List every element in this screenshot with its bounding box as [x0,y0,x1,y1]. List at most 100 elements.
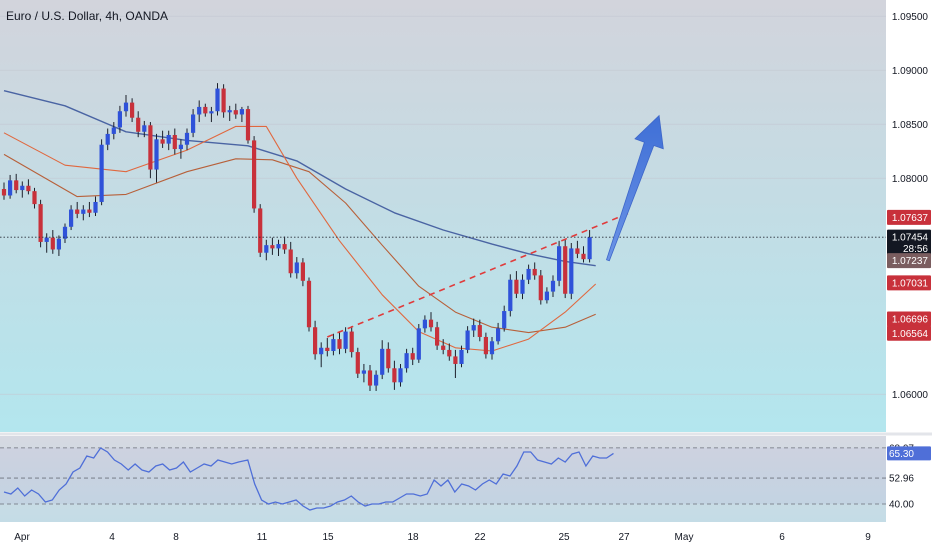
candle [453,349,458,378]
moving-averages [3,90,597,352]
candle [160,130,165,148]
candle [367,365,373,391]
candle [459,345,464,368]
candle [496,322,501,345]
candle [233,103,238,119]
time-tick-label: 8 [173,532,179,543]
candle [550,275,556,297]
candle [361,363,366,383]
time-tick-label: 4 [109,532,115,543]
candle [300,258,305,287]
candle [38,199,43,248]
price-tag: 1.07237 [887,253,931,269]
candle [410,347,415,366]
price-axis[interactable]: 1.095001.090001.085001.080001.0600068.07… [887,12,931,511]
time-tick-label: 11 [257,532,268,543]
candle [50,230,55,254]
svg-text:1.07637: 1.07637 [892,213,929,224]
candle [587,230,592,263]
candle [14,173,19,194]
candle [441,339,446,355]
symbol-title[interactable]: Euro / U.S. Dollar, 4h, OANDA [6,9,169,23]
rsi-line [3,447,614,511]
candle [569,243,574,300]
price-tick-label: 1.06000 [892,390,929,401]
ma-fast-line [3,125,597,352]
ma-mid-line [3,153,596,334]
bar-countdown: 28:56 [903,244,928,255]
candle [386,342,391,373]
candle [428,312,434,332]
candle [520,274,525,300]
time-tick-label: 22 [474,532,486,543]
candle [178,139,183,159]
candle [319,342,324,368]
candle [184,128,190,151]
candle [374,370,379,391]
candle [398,363,403,387]
candle [355,347,360,378]
candle [221,84,226,118]
time-scale-background[interactable] [0,522,932,550]
rsi-tick-label: 40.00 [889,500,914,511]
rsi-indicator [0,447,886,511]
candle [130,98,135,123]
candle [62,223,68,243]
candle [581,246,586,263]
candle [81,205,86,221]
candle [32,187,37,209]
candle [526,264,531,285]
candle [349,326,354,358]
price-tag: 1.06696 [887,311,931,327]
candle [44,233,49,253]
time-tick-label: 9 [865,532,871,543]
price-tag: 1.06564 [887,325,931,341]
price-tick-label: 1.08500 [892,120,929,131]
svg-text:1.07454: 1.07454 [892,233,929,244]
candle [56,235,61,256]
candle [258,204,263,258]
rsi-tick-label: 65.30 [889,449,914,460]
main-pane-background [0,0,886,432]
candle [93,196,98,216]
rsi-current-tag [887,446,931,461]
candle [489,336,495,360]
candle [416,324,421,363]
candle [471,318,476,337]
rsi-band [0,447,886,504]
candle [557,240,562,287]
candle [87,201,92,218]
candle [538,270,543,305]
candle [148,122,153,179]
candle [227,105,232,121]
candle [483,332,488,359]
candle [465,326,470,354]
candle [435,321,440,350]
time-tick-label: Apr [14,532,30,543]
time-axis[interactable]: Apr 4 8 11 15 18 22 25 27 May 6 9 [14,532,871,543]
candle [26,179,31,195]
candle [331,333,336,356]
candle [380,340,385,380]
candle [337,331,342,355]
candle [313,320,318,360]
candle [343,327,348,354]
candle [75,201,80,219]
candlesticks [1,83,592,391]
candle [282,236,287,254]
drawing-overlays [0,114,886,338]
candle [447,343,452,361]
price-tag: 1.07031 [887,275,931,291]
candle [544,287,549,304]
time-tick-label: May [675,532,694,543]
candle [294,257,299,279]
price-tick-label: 1.09000 [892,66,929,77]
candle [563,239,568,299]
candle [136,111,141,138]
candle [422,315,427,333]
candle [575,240,580,259]
candle [502,305,507,332]
